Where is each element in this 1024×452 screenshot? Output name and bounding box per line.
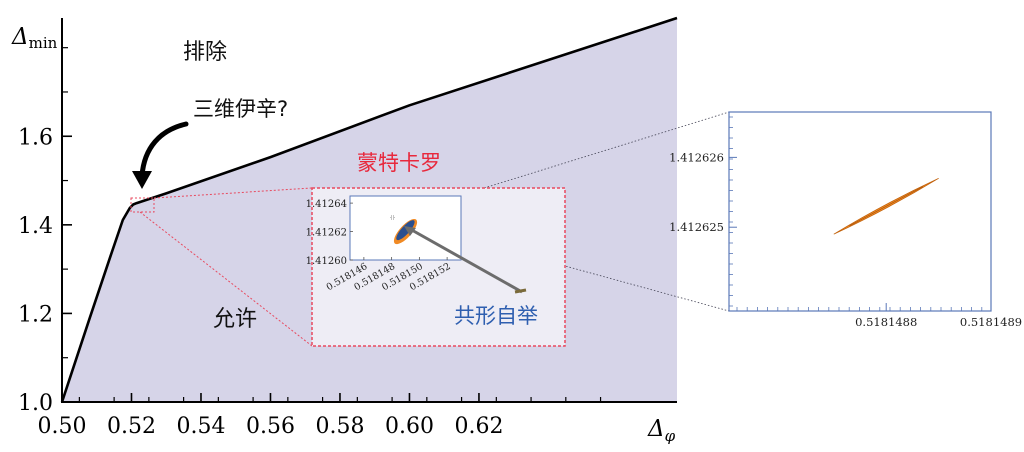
inset-y-tick-label: 1.41262 (306, 228, 347, 239)
x-tick-label: 0.60 (385, 414, 434, 439)
main-axes: 0.50 0.52 0.54 0.56 0.58 0.60 0.62 1.0 1.2 1.4 1.6 (18, 18, 677, 439)
bootstrap-arrow (409, 227, 523, 294)
x-tick-label: 0.62 (454, 414, 503, 439)
inset-panel: 蒙特卡罗共形自举0.5181460.5181480.5181500.518152… (306, 151, 566, 347)
bootstrap-arrowhead (404, 226, 416, 236)
bootstrap-marker (514, 288, 527, 294)
ising-arrowhead (132, 171, 152, 189)
zoom-y-tick-label: 1.412626 (669, 150, 724, 164)
x-tick-label: 0.56 (246, 414, 295, 439)
x-axis-title-sub: φ (665, 427, 676, 445)
x-tick-label: 0.54 (176, 414, 225, 439)
y-tick-label: 1.4 (18, 214, 53, 239)
monte-carlo-label: 蒙特卡罗 (357, 151, 441, 175)
y-tick-label: 1.2 (18, 302, 53, 327)
y-tick-label: 1.0 (18, 391, 53, 416)
x-tick-label: 0.50 (38, 414, 87, 439)
zoom-x-tick-label: 0.5181489 (960, 315, 1022, 329)
x-axis-title: Δφ (647, 416, 676, 445)
inset-y-tick-label: 1.41260 (306, 256, 347, 267)
zoom-leader-lines (139, 111, 730, 347)
bootstrap-label: 共形自举 (454, 304, 538, 328)
zoom-rectangle (130, 197, 155, 213)
y-axis-title: Δmin (11, 24, 58, 52)
x-tick-label: 0.52 (107, 414, 156, 439)
zoom-panel: 0.5181488 0.5181489 1.412626 1.412625 (669, 111, 1022, 329)
ising-annotation: 三维伊辛? (193, 97, 288, 121)
inset-y-tick-label: 1.41264 (306, 199, 347, 210)
x-tick-label: 0.58 (315, 414, 364, 439)
y-axis-title-sub: min (29, 34, 58, 52)
y-tick-label: 1.6 (18, 125, 53, 150)
zoom-x-tick-label: 0.5181488 (855, 315, 917, 329)
excluded-label: 排除 (183, 40, 227, 65)
leader-line (393, 111, 730, 217)
inset-zoom-box (390, 215, 395, 220)
ising-arrow (139, 121, 189, 179)
allowed-label: 允许 (213, 307, 257, 332)
zoom-frame (728, 111, 992, 312)
zoom-y-tick-label: 1.412625 (669, 220, 724, 234)
boundary-curve (60, 16, 678, 403)
inset-island-point (396, 220, 415, 241)
leader-line (139, 211, 313, 347)
zoom-island-core (849, 186, 924, 227)
